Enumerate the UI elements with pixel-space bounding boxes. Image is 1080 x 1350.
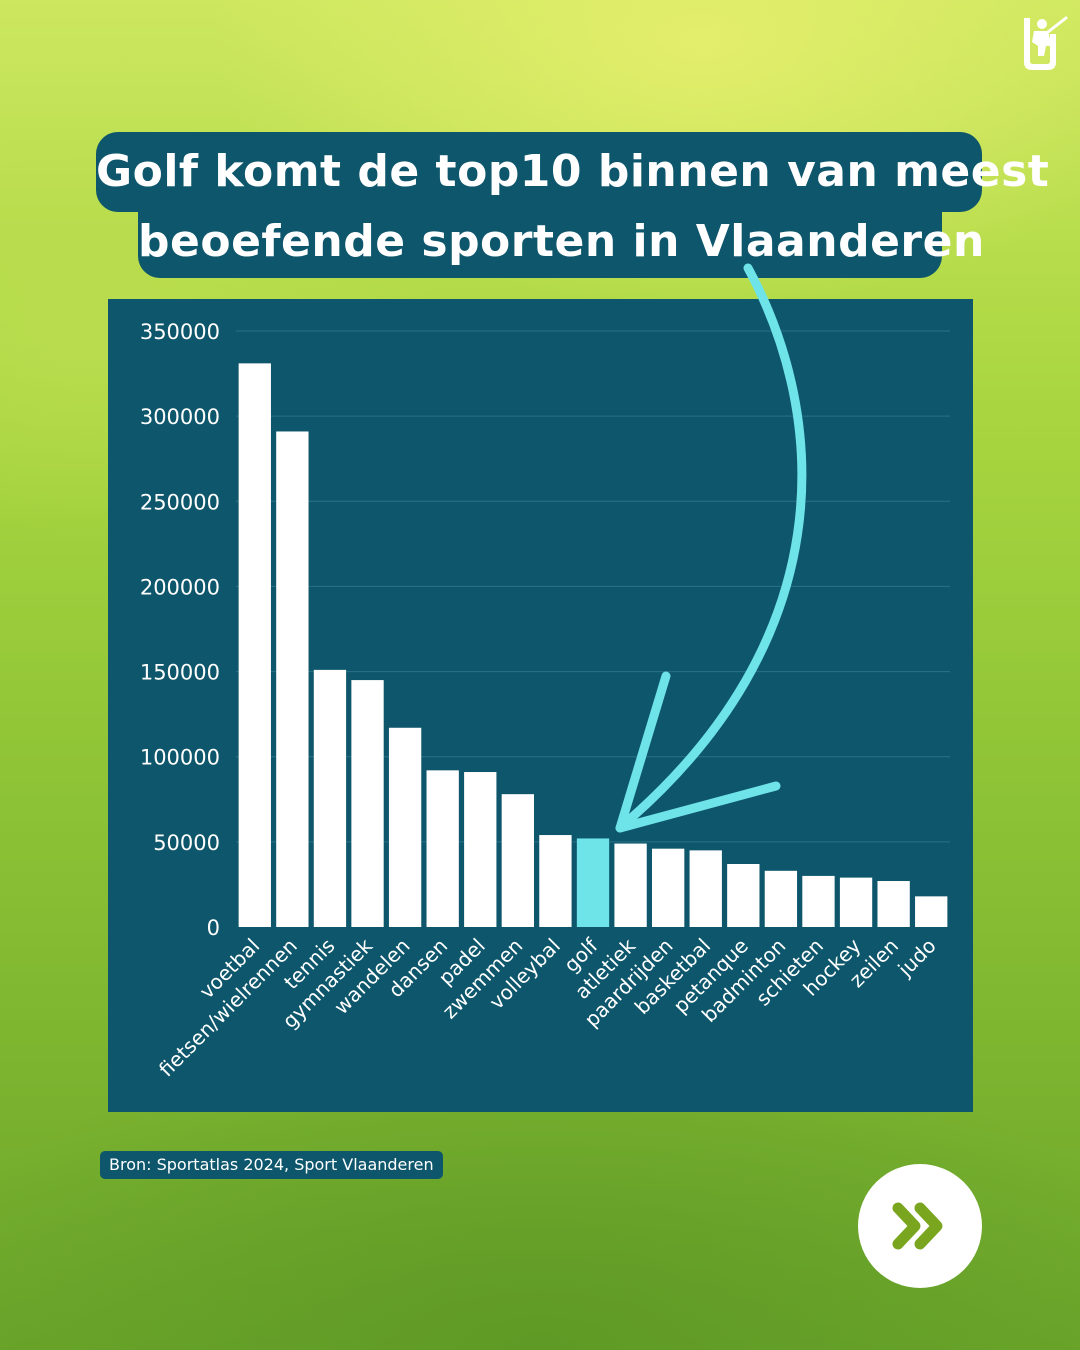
bar xyxy=(764,870,798,927)
y-tick-label: 200000 xyxy=(140,575,220,599)
source-note: Bron: Sportatlas 2024, Sport Vlaanderen xyxy=(100,1151,443,1179)
title-line-1: Golf komt de top10 binnen van meest xyxy=(96,132,1049,212)
y-tick-label: 50000 xyxy=(153,831,220,855)
bar xyxy=(802,875,835,927)
x-tick-label: judo xyxy=(893,934,941,982)
chart-panel: 0 50000 100000 150000 200000 250000 300000 3500… xyxy=(108,299,973,1112)
bar xyxy=(351,680,384,927)
bar xyxy=(313,669,347,927)
bar xyxy=(388,727,422,927)
bar xyxy=(689,850,722,927)
bar xyxy=(614,843,647,927)
bar xyxy=(839,877,873,927)
y-tick-label: 250000 xyxy=(140,490,220,514)
title-line-2: beoefende sporten in Vlaanderen xyxy=(138,206,984,278)
bar xyxy=(238,363,271,928)
bar xyxy=(276,431,309,927)
bar-chart: 0 50000 100000 150000 200000 250000 300000 3500… xyxy=(140,320,950,1081)
bar xyxy=(464,772,497,927)
double-chevron-right-icon xyxy=(892,1202,943,1250)
bar xyxy=(727,863,760,927)
golfer-logo-icon xyxy=(1008,12,1070,74)
bar xyxy=(915,896,948,927)
bar xyxy=(501,794,535,927)
y-tick-label: 150000 xyxy=(140,661,220,685)
bar-highlight xyxy=(576,838,610,927)
bar xyxy=(651,848,685,927)
y-tick-label: 100000 xyxy=(140,746,220,770)
y-tick-label: 300000 xyxy=(140,405,220,429)
bar xyxy=(539,835,572,927)
y-tick-label: 350000 xyxy=(140,320,220,344)
bar xyxy=(426,770,459,927)
next-button[interactable] xyxy=(858,1164,982,1288)
y-tick-label: 0 xyxy=(207,916,220,940)
bar xyxy=(877,881,910,927)
